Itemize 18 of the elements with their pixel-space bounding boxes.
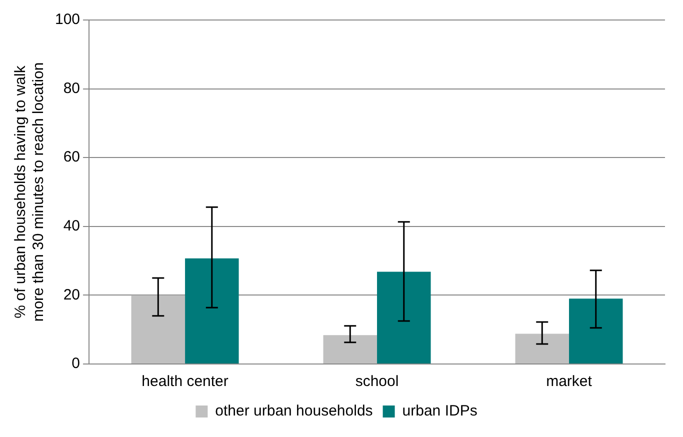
y-tick-label: 80 xyxy=(63,80,80,97)
y-tick-label: 40 xyxy=(63,218,80,235)
legend-label: urban IDPs xyxy=(402,402,478,420)
x-tick-label: school xyxy=(355,373,399,390)
y-tick-label: 60 xyxy=(63,148,80,166)
bar xyxy=(515,334,570,364)
bar xyxy=(185,258,239,364)
x-tick-label: market xyxy=(546,373,593,390)
legend-label: other urban households xyxy=(215,402,373,420)
y-tick-label: 100 xyxy=(54,11,80,28)
bar xyxy=(323,335,378,364)
bar xyxy=(131,295,186,364)
x-tick-label: health center xyxy=(142,373,228,390)
bar xyxy=(377,272,431,364)
bar xyxy=(569,298,623,364)
y-tick-label: 20 xyxy=(63,286,80,304)
y-tick-label: 0 xyxy=(72,355,80,372)
y-axis-title: % of urban households having to walk more than 30 minutes to reach location xyxy=(12,62,48,322)
